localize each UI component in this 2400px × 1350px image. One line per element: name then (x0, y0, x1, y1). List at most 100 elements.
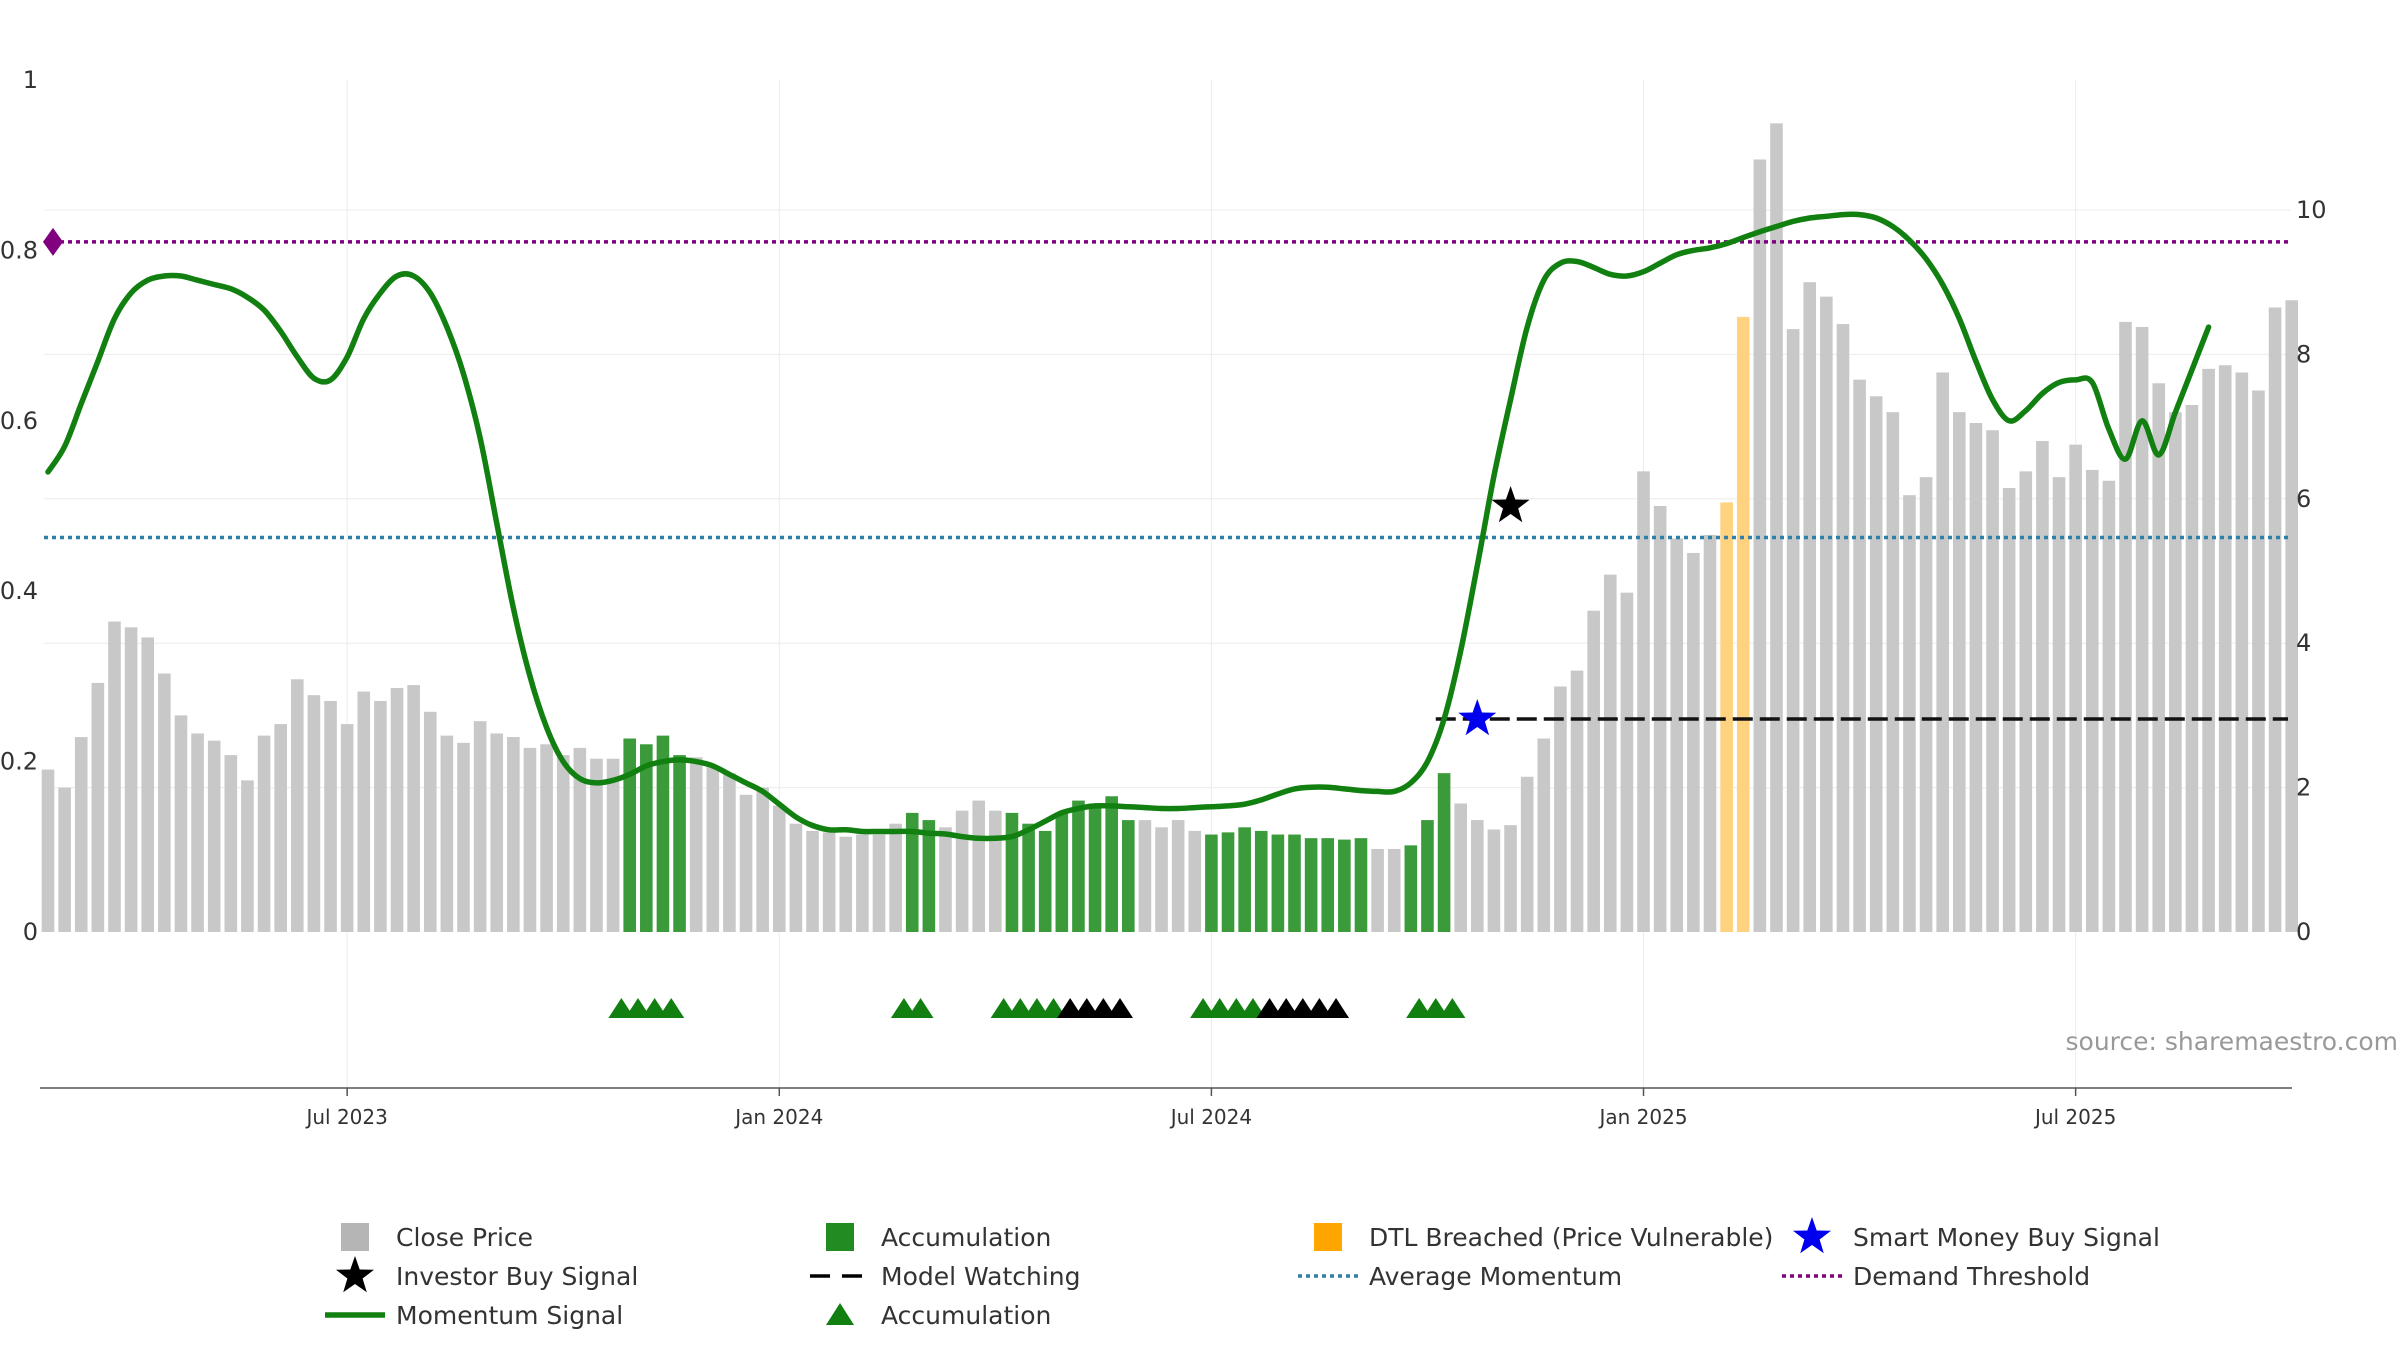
close-price-bar (772, 805, 786, 932)
accumulation-bar (1205, 834, 1218, 932)
close-price-bar (1471, 820, 1484, 932)
accumulation-bar (905, 812, 919, 932)
close-price-bar (1687, 552, 1700, 932)
close-price-bar (1986, 430, 1999, 932)
close-price-bar (573, 747, 587, 932)
watch-triangle (1106, 998, 1133, 1018)
accumulation-bar (1122, 820, 1135, 932)
close-price-bar (856, 834, 869, 932)
legend-swatch (341, 1223, 369, 1251)
accumulation-triangle (1422, 998, 1449, 1018)
close-price-bar (2252, 390, 2265, 932)
signal-markers (42, 227, 1530, 736)
close-price-bar (1670, 538, 1684, 932)
close-price-bar (407, 685, 420, 932)
watch-triangle (1256, 998, 1283, 1018)
legend-label: DTL Breached (Price Vulnerable) (1369, 1223, 1773, 1252)
left-axis-tick: 0.6 (0, 407, 38, 435)
close-price-bar (1820, 296, 1833, 932)
close-price-bar (1953, 412, 1966, 932)
legend-star-icon (336, 1256, 374, 1293)
close-price-bar (307, 695, 321, 932)
close-price-bar (1936, 372, 1949, 932)
legend-item-dtl-breached: DTL Breached (Price Vulnerable) (1314, 1223, 1773, 1252)
close-price-bar (806, 830, 819, 932)
close-price-bar (1155, 827, 1168, 932)
x-tick-label: Jul 2024 (1169, 1105, 1252, 1129)
legend-item-accumulation-bar: Accumulation (826, 1223, 1051, 1252)
close-price-bar (2019, 471, 2033, 932)
close-price-bar (1387, 848, 1401, 932)
close-price-bar (2202, 368, 2215, 933)
close-price-bar (357, 691, 371, 932)
close-price-bar (955, 810, 969, 932)
close-price-bar (839, 836, 853, 932)
close-price-bar (789, 823, 803, 932)
close-price-bar (108, 621, 121, 932)
accumulation-triangle (658, 998, 685, 1018)
close-price-bar (390, 687, 404, 932)
accumulation-triangle (1239, 998, 1266, 1018)
close-price-bar (241, 780, 254, 932)
accumulation-triangle (1439, 998, 1466, 1018)
close-price-bar (1770, 123, 1783, 933)
dtl-breached-bar (1720, 502, 1733, 932)
close-price-bar (2102, 480, 2116, 932)
close-price-bar (972, 800, 986, 932)
accumulation-triangle (1190, 998, 1217, 1018)
left-axis-tick: 1 (23, 66, 38, 94)
watch-triangle (1057, 998, 1084, 1018)
accumulation-triangle (1023, 998, 1050, 1018)
legend-label: Momentum Signal (396, 1301, 623, 1330)
accumulation-bar (1238, 827, 1251, 932)
close-price-bar (423, 711, 437, 932)
close-price-bar (2002, 487, 2016, 932)
close-price-bar (1919, 477, 1933, 932)
close-price-bar (257, 735, 271, 932)
watch-triangle (1289, 998, 1316, 1018)
accumulation-triangle (1007, 998, 1034, 1018)
accumulation-bar (1304, 838, 1318, 932)
watch-triangle (1073, 998, 1100, 1018)
accumulation-bar (1022, 823, 1035, 932)
close-price-bar (723, 773, 736, 932)
close-price-bar (2185, 404, 2199, 932)
close-price-bar (440, 735, 454, 932)
close-price-bar (1869, 396, 1883, 932)
close-price-bar (2285, 300, 2298, 932)
close-price-bar (989, 810, 1002, 932)
momentum-signal-line (45, 211, 2212, 842)
indicator-lines (44, 211, 2290, 842)
close-price-bar (706, 765, 720, 932)
legend-item-momentum-signal: Momentum Signal (325, 1301, 623, 1330)
close-price-bar (1836, 324, 1850, 932)
close-price-bar (1504, 825, 1517, 932)
legend-item-investor-buy-signal: Investor Buy Signal (336, 1256, 638, 1293)
close-price-bar (124, 627, 138, 932)
close-price-bar (473, 721, 487, 932)
close-price-bar (1903, 495, 1916, 932)
close-price-bar (1853, 379, 1866, 932)
close-price-bar (1371, 848, 1384, 932)
accumulation-bar (1404, 845, 1418, 932)
close-price-bar (1803, 282, 1817, 932)
accumulation-bar (1072, 800, 1085, 932)
close-price-bar (41, 769, 55, 932)
legend-label: Smart Money Buy Signal (1853, 1223, 2160, 1252)
left-axis-tick: 0.2 (0, 748, 38, 776)
close-price-bar (340, 724, 354, 932)
close-price-bar (540, 744, 553, 932)
accumulation-bar (1271, 834, 1285, 932)
close-price-bar (1487, 829, 1501, 932)
dtl-breached-bar (1736, 316, 1750, 933)
accumulation-triangle (907, 998, 934, 1018)
smart-money-buy-signal-marker (1458, 699, 1497, 736)
legend-label: Investor Buy Signal (396, 1262, 638, 1291)
close-price-bar (58, 787, 71, 932)
close-price-bar (457, 742, 470, 932)
accumulation-triangle (1223, 998, 1250, 1018)
x-tick-label: Jul 2025 (2033, 1105, 2116, 1129)
close-price-bar (939, 827, 952, 932)
accumulation-bar (1088, 803, 1102, 932)
